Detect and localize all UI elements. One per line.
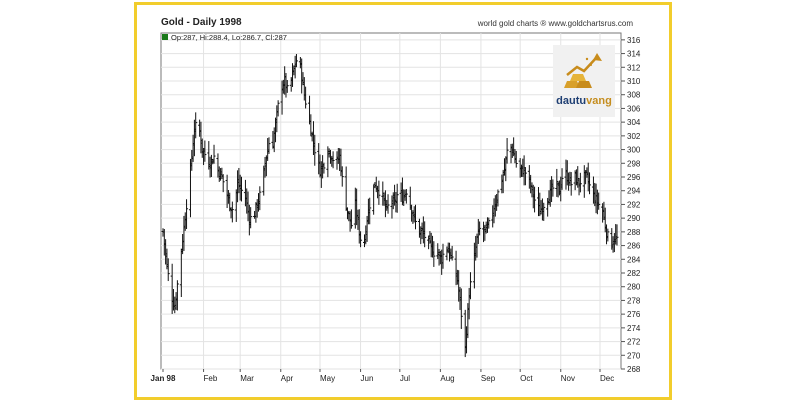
x-tick-label: Jan 98 (151, 374, 176, 383)
y-tick-label: 314 (627, 50, 641, 59)
y-tick-label: 280 (627, 283, 641, 292)
chart-frame: Gold - Daily 1998 world gold charts ® ww… (134, 2, 672, 400)
y-tick-label: 302 (627, 132, 641, 141)
x-tick-label: Feb (204, 374, 218, 383)
y-tick-label: 316 (627, 36, 641, 45)
y-tick-label: 290 (627, 214, 641, 223)
y-tick-label: 300 (627, 146, 641, 155)
y-tick-label: 286 (627, 242, 641, 251)
y-tick-label: 294 (627, 187, 641, 196)
y-tick-label: 276 (627, 310, 641, 319)
y-tick-label: 288 (627, 228, 641, 237)
y-tick-label: 292 (627, 200, 641, 209)
y-tick-label: 274 (627, 324, 641, 333)
logo-part-1: dautu (556, 95, 587, 107)
x-tick-label: Sep (481, 374, 496, 383)
y-tick-label: 308 (627, 91, 641, 100)
y-tick-label: 272 (627, 338, 641, 347)
gold-bars-arrow-icon (564, 53, 602, 88)
logo-part-2: vang (586, 95, 612, 107)
y-tick-label: 312 (627, 63, 641, 72)
x-tick-label: Aug (440, 374, 454, 383)
y-tick-label: 284 (627, 255, 641, 264)
x-tick-label: May (320, 374, 335, 383)
chart-title: Gold - Daily 1998 (161, 17, 242, 28)
y-tick-label: 310 (627, 77, 641, 86)
y-tick-label: 306 (627, 104, 641, 113)
x-tick-label: Oct (520, 374, 533, 383)
x-tick-label: Jun (361, 374, 374, 383)
logo-wordmark: dautuvang (553, 95, 615, 107)
dautuvang-logo: dautuvang (553, 45, 615, 117)
x-tick-label: Jul (400, 374, 410, 383)
price-chart: 268 270 272 274 276 278 280 282 284 286 288 290 292 2… (151, 32, 641, 383)
x-tick-label: Nov (561, 374, 575, 383)
x-tick-label: Mar (240, 374, 254, 383)
legend-text: Op:287, Hi:288.4, Lo:286.7, Cl:287 (171, 33, 287, 42)
chart-source: world gold charts ® www.goldchartsrus.co… (477, 19, 633, 28)
legend-swatch (162, 34, 168, 40)
y-tick-label: 304 (627, 118, 641, 127)
x-tick-label: Dec (600, 374, 614, 383)
y-tick-label: 278 (627, 296, 641, 305)
x-tick-label: Apr (281, 374, 294, 383)
y-tick-label: 282 (627, 269, 641, 278)
y-tick-label: 270 (627, 351, 641, 360)
y-tick-label: 296 (627, 173, 641, 182)
y-tick-label: 298 (627, 159, 641, 168)
y-tick-label: 268 (627, 365, 641, 374)
